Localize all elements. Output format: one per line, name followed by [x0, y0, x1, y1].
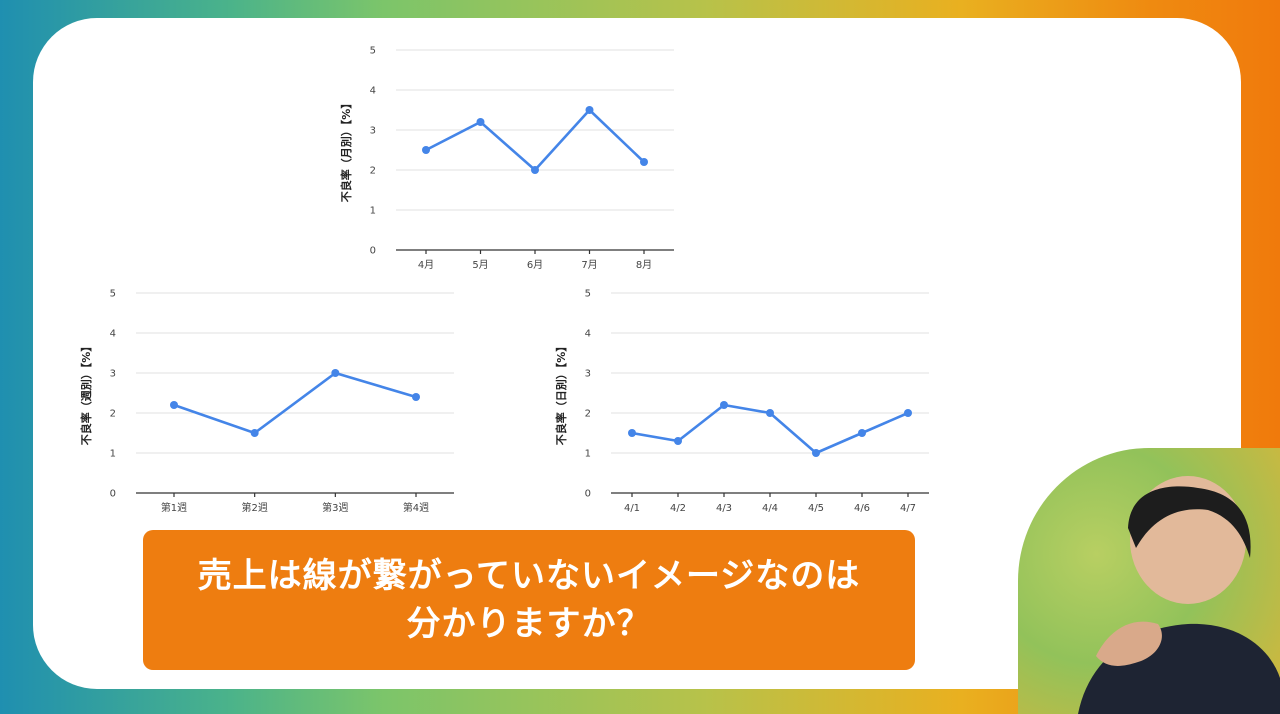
- y-tick-label: 0: [370, 246, 376, 257]
- y-tick-label: 5: [110, 289, 116, 300]
- data-point: [640, 158, 648, 166]
- y-tick-label: 3: [370, 126, 376, 137]
- x-tick-label: 第3週: [322, 501, 348, 514]
- x-tick-label: 第4週: [403, 501, 429, 514]
- y-tick-label: 2: [110, 409, 116, 420]
- data-point: [858, 429, 866, 437]
- y-tick-label: 0: [110, 489, 116, 500]
- x-tick-label: 4/3: [716, 503, 732, 514]
- data-point: [476, 118, 485, 126]
- series-line: [425, 108, 645, 172]
- y-tick-label: 4: [585, 329, 591, 340]
- chart-weekly: 0 1 2 3 4 5 第1週 第2週 第3週 第4週 不良率（週別）【%】: [79, 289, 454, 514]
- chart-daily: 0 1 2 3 4 5 4/1 4/2 4/3 4/4 4/5 4/6 4/7 不良率（日別）【%】: [554, 289, 929, 514]
- data-point: [628, 429, 636, 437]
- y-tick-label: 5: [370, 46, 376, 57]
- y-tick-label: 4: [110, 329, 116, 340]
- y-tick-label: 3: [585, 369, 591, 380]
- x-tick-label: 4/4: [762, 503, 778, 514]
- y-axis-label: 不良率（日別）【%】: [554, 341, 568, 446]
- x-tick-label: 第1週: [161, 501, 187, 514]
- presenter-video-avatar: [1018, 448, 1280, 714]
- y-tick-label: 2: [370, 166, 376, 177]
- x-tick-label: 8月: [636, 259, 652, 271]
- x-tick-label: 4/6: [854, 503, 870, 514]
- y-tick-label: 1: [110, 449, 116, 460]
- y-tick-label: 5: [585, 289, 591, 300]
- data-point: [331, 369, 340, 377]
- x-tick-label: 5月: [472, 259, 488, 271]
- series-line: [173, 371, 417, 435]
- x-tick-label: 4/5: [808, 503, 824, 514]
- data-point: [766, 409, 774, 417]
- y-tick-label: 4: [370, 86, 376, 97]
- y-axis-label: 不良率（週別）【%】: [79, 341, 93, 446]
- x-tick-label: 6月: [527, 259, 543, 271]
- x-tick-label: 4/2: [670, 503, 686, 514]
- caption-line-2: 分かりますか？: [406, 604, 652, 644]
- data-point: [250, 429, 259, 437]
- data-point: [674, 437, 682, 445]
- caption-banner: 売上は線が繋がっていないイメージなのは 分かりますか？: [143, 530, 915, 670]
- data-point: [531, 166, 539, 174]
- x-tick-label: 第2週: [241, 501, 267, 514]
- data-point: [585, 106, 594, 114]
- y-tick-label: 1: [370, 206, 376, 217]
- caption-line-1: 売上は線が繋がっていないイメージなのは: [197, 556, 861, 596]
- y-tick-label: 3: [110, 369, 116, 380]
- x-tick-label: 7月: [581, 259, 597, 271]
- data-point: [720, 401, 728, 409]
- presenter-silhouette: [1078, 476, 1280, 714]
- data-point: [904, 409, 912, 417]
- x-tick-label: 4/1: [624, 503, 640, 514]
- chart-monthly: 0 1 2 3 4 5 4月 5月 6月 7月 8月 不良率（月別）【%】: [339, 46, 674, 271]
- data-point: [412, 393, 420, 401]
- data-point: [422, 146, 430, 154]
- y-tick-label: 0: [585, 489, 591, 500]
- data-point: [812, 449, 820, 457]
- y-tick-label: 2: [585, 409, 591, 420]
- x-tick-label: 4月: [418, 259, 434, 271]
- y-tick-label: 1: [585, 449, 591, 460]
- x-tick-label: 4/7: [900, 503, 916, 514]
- data-point: [170, 401, 178, 409]
- y-axis-label: 不良率（月別）【%】: [339, 98, 353, 203]
